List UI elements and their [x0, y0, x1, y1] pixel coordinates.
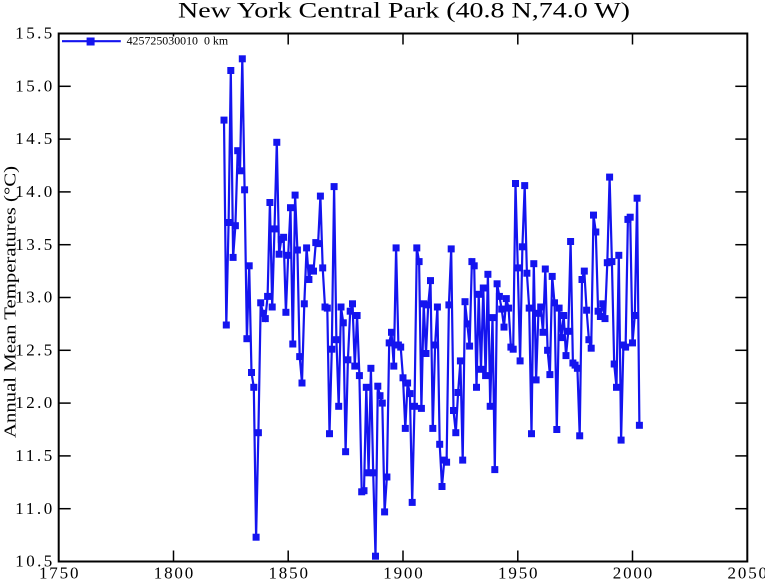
svg-text:14.0: 14.0 [15, 182, 52, 201]
svg-text:15.0: 15.0 [15, 76, 52, 95]
svg-text:13.0: 13.0 [15, 288, 52, 307]
svg-text:Annual Mean Temperatures (°C): Annual Mean Temperatures (°C) [1, 166, 20, 438]
svg-text:15.5: 15.5 [15, 24, 52, 43]
svg-text:425725030010 0 km: 425725030010 0 km [127, 33, 229, 47]
svg-text:12.0: 12.0 [15, 393, 52, 412]
svg-text:1950: 1950 [498, 564, 538, 583]
svg-text:2000: 2000 [613, 564, 653, 583]
svg-text:13.5: 13.5 [15, 235, 52, 254]
svg-text:14.5: 14.5 [15, 129, 52, 148]
svg-text:11.0: 11.0 [15, 499, 52, 518]
svg-text:1850: 1850 [268, 564, 308, 583]
svg-text:11.5: 11.5 [15, 446, 52, 465]
svg-text:2050: 2050 [728, 564, 765, 583]
svg-text:1800: 1800 [154, 564, 194, 583]
svg-text:10.5: 10.5 [15, 552, 52, 571]
svg-text:12.5: 12.5 [15, 340, 52, 359]
svg-text:New York Central Park (40.8 N,: New York Central Park (40.8 N,74.0 W) [178, 0, 630, 23]
svg-text:1900: 1900 [383, 564, 423, 583]
